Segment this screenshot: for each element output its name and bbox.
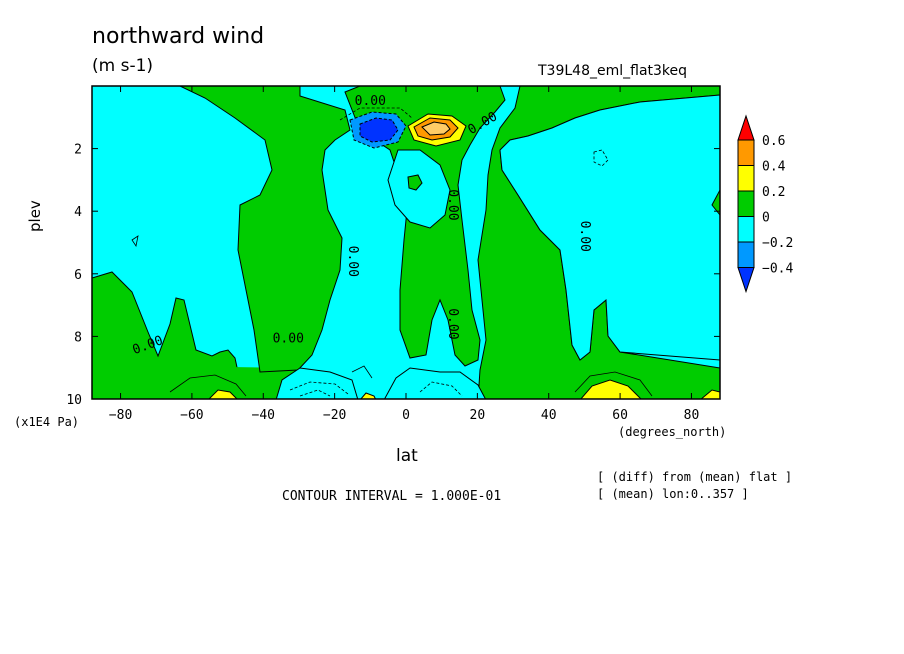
x-tick-label: 80 — [684, 408, 700, 423]
pos-edge-east — [711, 189, 720, 216]
x-tick-label: −60 — [180, 408, 203, 423]
x-tick-label: 20 — [470, 408, 486, 423]
y-axis-units: (x1E4 Pa) — [14, 415, 80, 429]
colorbar-bottom-arrow — [737, 267, 755, 294]
colorbar-segment — [737, 165, 755, 192]
neg-surface-south — [275, 367, 359, 399]
colorbar-label: −0.2 — [762, 236, 793, 251]
contour-label: 0.00 — [577, 221, 592, 252]
y-tick-label: 4 — [74, 205, 82, 220]
pos-surface-ne-yellow — [700, 389, 720, 399]
pos-region-midwest — [179, 86, 351, 373]
y-tick-label: 10 — [66, 393, 82, 408]
x-tick-label: 60 — [612, 408, 628, 423]
pos-surface-north-yellow — [580, 379, 642, 399]
dashed-contour — [299, 389, 331, 397]
contour-label: 0.00 — [273, 332, 304, 347]
solid-contour — [131, 235, 139, 248]
y-axis: 2 4 6 8 10 — [66, 143, 720, 408]
colorbar-segment — [737, 190, 755, 217]
solid-contour — [169, 374, 247, 397]
neg-core-ring2 — [359, 117, 399, 143]
pos-surface-mid-yellow — [360, 392, 377, 399]
neg-hole-central — [387, 149, 451, 229]
contour-fill — [92, 86, 720, 399]
x-axis: −80 −60 −40 −20 0 20 40 60 80 — [109, 86, 699, 423]
run-id-label: T39L48_eml_flat3keq — [538, 63, 688, 79]
dashed-contour — [339, 107, 413, 121]
y-tick-label: 6 — [74, 268, 82, 283]
note-diff: [ (diff) from (mean) flat ] — [597, 470, 793, 484]
contour-label: 0.00 — [355, 94, 386, 109]
x-tick-label: −40 — [252, 408, 275, 423]
colorbar-label: 0.4 — [762, 160, 786, 175]
chart-title: northward wind — [92, 24, 265, 49]
colorbar-label: 0.2 — [762, 185, 785, 200]
contour-label: 0.00 — [345, 246, 360, 277]
x-axis-label: lat — [396, 446, 418, 466]
colorbar-label: −0.4 — [762, 262, 793, 277]
x-tick-label: −80 — [109, 408, 132, 423]
solid-contour — [574, 371, 653, 397]
contour-interval-label: CONTOUR INTERVAL = 1.000E-01 — [282, 489, 502, 504]
contour-label: 0.00 — [445, 189, 460, 220]
colorbar-label: 0 — [762, 211, 770, 226]
pos-region-west-lower — [92, 365, 300, 399]
colorbar-label: 0.6 — [762, 134, 785, 149]
neg-surface-equator — [383, 367, 487, 399]
x-tick-label: −20 — [323, 408, 346, 423]
note-mean-lon: [ (mean) lon:0..357 ] — [597, 487, 749, 501]
neg-strip-east — [499, 94, 720, 361]
colorbar-segment — [737, 139, 755, 166]
pos-core-ring3 — [421, 121, 451, 136]
chart-units: (m s-1) — [92, 56, 154, 76]
x-tick-label: 0 — [402, 408, 410, 423]
y-tick-label: 8 — [74, 330, 82, 345]
contour-label: 0.00 — [445, 308, 460, 339]
x-axis-units: (degrees_north) — [618, 425, 727, 439]
dashed-contour — [593, 149, 609, 167]
colorbar-segment — [737, 216, 755, 243]
solid-contour — [351, 365, 373, 379]
y-tick-label: 2 — [74, 143, 82, 158]
pos-island-central — [407, 174, 423, 191]
dashed-contour — [289, 381, 349, 395]
dashed-contour — [419, 381, 463, 397]
x-tick-label: 40 — [541, 408, 557, 423]
colorbar: 0.6 0.4 0.2 0 −0.2 −0.4 — [737, 114, 793, 294]
pos-surface-south-yellow — [208, 389, 238, 399]
colorbar-segment — [737, 241, 755, 268]
colorbar-top-arrow — [737, 114, 755, 141]
